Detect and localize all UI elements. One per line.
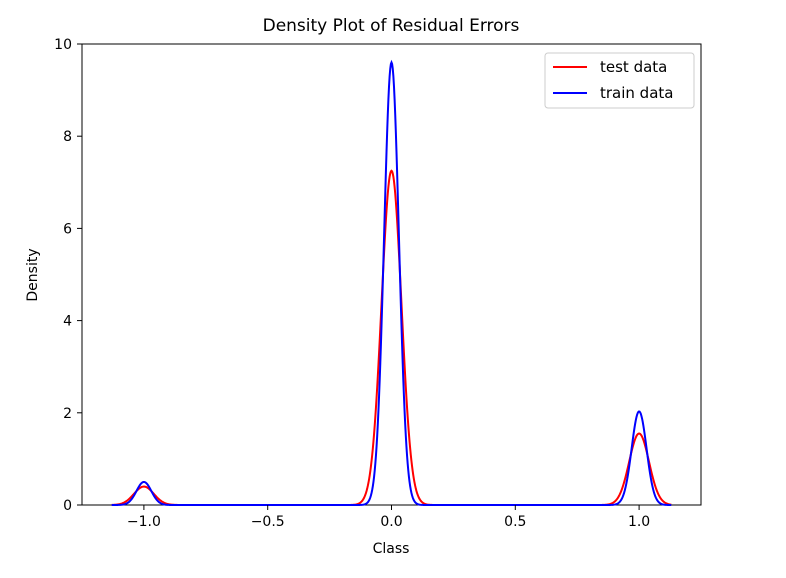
legend-label-0: test data: [600, 58, 667, 76]
y-tick-label: 2: [63, 406, 72, 422]
y-tick-label: 6: [63, 221, 72, 237]
y-tick-label: 10: [54, 37, 72, 53]
x-tick-label: 0.5: [504, 514, 526, 530]
series-line-0: [111, 169, 672, 506]
y-tick-label: 8: [63, 129, 72, 145]
y-axis-title: Density: [25, 248, 41, 301]
series-line-1: [111, 59, 672, 506]
plot-frame: [81, 43, 702, 506]
x-tick-label: −0.5: [251, 514, 285, 530]
legend: test data train data: [544, 52, 695, 109]
chart-title: Density Plot of Residual Errors: [263, 16, 520, 36]
x-axis-ticks: −1.0 −0.5 0.0 0.5 1.0: [127, 505, 650, 530]
y-tick-label: 0: [63, 498, 72, 514]
y-axis-ticks: 0 2 4 6 8 10: [54, 37, 82, 514]
x-tick-label: 0.0: [380, 514, 402, 530]
x-axis-title: Class: [373, 541, 410, 557]
series-lines: [111, 59, 672, 506]
y-tick-label: 4: [63, 314, 72, 330]
legend-label-1: train data: [600, 84, 673, 102]
x-tick-label: −1.0: [127, 514, 161, 530]
plot-area: [81, 43, 702, 506]
x-tick-label: 1.0: [628, 514, 650, 530]
